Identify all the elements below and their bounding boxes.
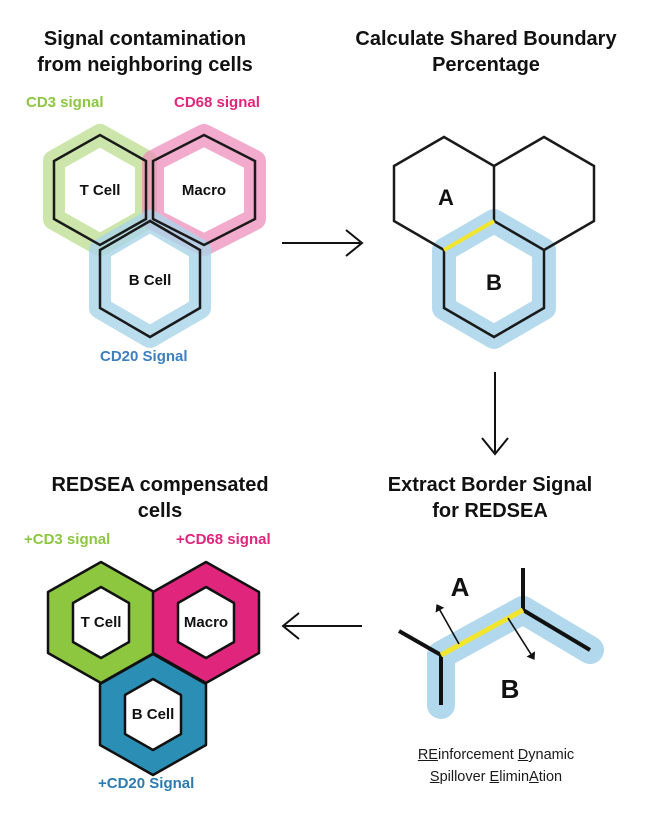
title-line: Signal contamination [43,28,247,50]
title-line: from neighboring cells [37,54,253,76]
cd68-signal-label: CD68 signal [174,94,260,111]
shared-boundary-diagram: A B [392,135,596,349]
macro-label: Macro [182,182,226,199]
cd3-signal-label: CD3 signal [26,94,104,111]
acronym-letter: A [529,769,539,785]
cell-a-outline [392,135,496,252]
cell-c-outline [493,135,596,252]
redsea-acronym: REinforcement Dynamic Spillover EliminAt… [376,744,616,788]
acronym-letter: RE [417,747,438,763]
acronym-text: tion [538,769,563,785]
bcell-compensated-label: B Cell [132,706,175,723]
edge-stub-left [398,629,442,657]
acronym-letter: E [489,769,500,785]
acronym-line-2: Spillover EliminAtion [376,766,616,788]
border-extraction-diagram: A B [398,568,604,719]
tcell-compensated-label: T Cell [81,614,122,631]
normal-arrow-a [435,604,460,645]
arrow-left-head [281,612,300,640]
plus-cd3-signal-label: +CD3 signal [24,531,111,548]
title-line: cells [137,500,183,522]
acronym-text: ynamic [528,747,575,763]
contamination-diagram: T Cell Macro B Cell [43,124,266,348]
arrow-down-head [481,437,509,456]
arrow-right-head [345,229,364,257]
title-line: Percentage [432,54,540,76]
compensated-cells-diagram: T Cell Macro B Cell [46,560,261,777]
macro-outline [151,133,257,247]
cell-b-label: B [486,270,502,295]
tcell-outline [52,133,148,247]
edge-stub-right [521,608,592,652]
title-line: REDSEA compensated [51,474,269,496]
tcell-label: T Cell [80,182,121,199]
border-segment-highlight [439,607,525,658]
plus-cd68-signal-label: +CD68 signal [176,531,271,548]
border-label-a: A [451,572,470,602]
title-line: for REDSEA [432,500,548,522]
bcell-outline [98,219,202,339]
acronym-line-1: REinforcement Dynamic [376,744,616,766]
normal-arrow-b [507,617,536,660]
acronym-letter: D [517,747,529,763]
title-redsea-compensated: REDSEA compensated cells [30,472,290,524]
title-extract-border: Extract Border Signal for REDSEA [350,472,630,524]
acronym-text: pillover [439,769,490,785]
cell-a-label: A [438,185,454,210]
title-line: Extract Border Signal [387,474,593,496]
acronym-text: inforcement [437,747,518,763]
title-signal-contamination: Signal contamination from neighboring ce… [20,26,270,78]
title-shared-boundary: Calculate Shared Boundary Percentage [336,26,636,78]
shared-boundary-highlight [442,219,496,252]
cd20-signal-label: CD20 Signal [100,348,188,365]
macro-compensated-label: Macro [184,614,228,631]
bcell-compensated [98,652,208,777]
title-line: Calculate Shared Boundary [355,28,617,50]
bcell-label: B Cell [129,272,172,289]
acronym-text: limin [499,769,530,785]
acronym-letter: S [429,769,440,785]
border-label-b: B [501,674,520,704]
plus-cd20-signal-label: +CD20 Signal [98,775,195,792]
